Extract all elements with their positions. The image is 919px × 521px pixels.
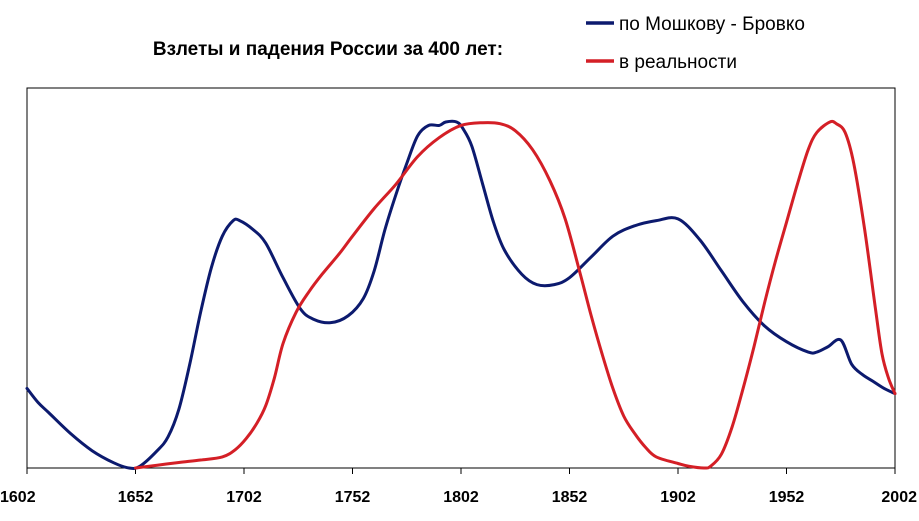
x-tick-label: 1602 xyxy=(0,489,36,506)
plot-area-frame xyxy=(26,87,896,469)
legend-label-series-2: в реальности xyxy=(619,52,737,73)
x-tick-label: 2002 xyxy=(881,489,917,506)
x-tick-label: 1802 xyxy=(443,489,479,506)
x-tick-label: 1952 xyxy=(769,489,805,506)
series-line-1 xyxy=(25,119,897,470)
x-axis: 1602 1652 1702 1752 1802 1852 1902 1952 2002 xyxy=(0,468,917,506)
series-line-2 xyxy=(134,119,897,470)
series-group xyxy=(25,119,897,470)
chart-title: Взлеты и падения России за 400 лет: xyxy=(153,39,503,60)
x-tick-label: 1852 xyxy=(552,489,588,506)
x-tick-label: 1702 xyxy=(226,489,262,506)
legend: по Мошкову - Бровко в реальности xyxy=(586,14,805,73)
legend-label-series-1: по Мошкову - Бровко xyxy=(619,14,805,35)
x-tick-label: 1902 xyxy=(660,489,696,506)
x-tick-label: 1652 xyxy=(118,489,154,506)
x-tick-label: 1752 xyxy=(335,489,371,506)
